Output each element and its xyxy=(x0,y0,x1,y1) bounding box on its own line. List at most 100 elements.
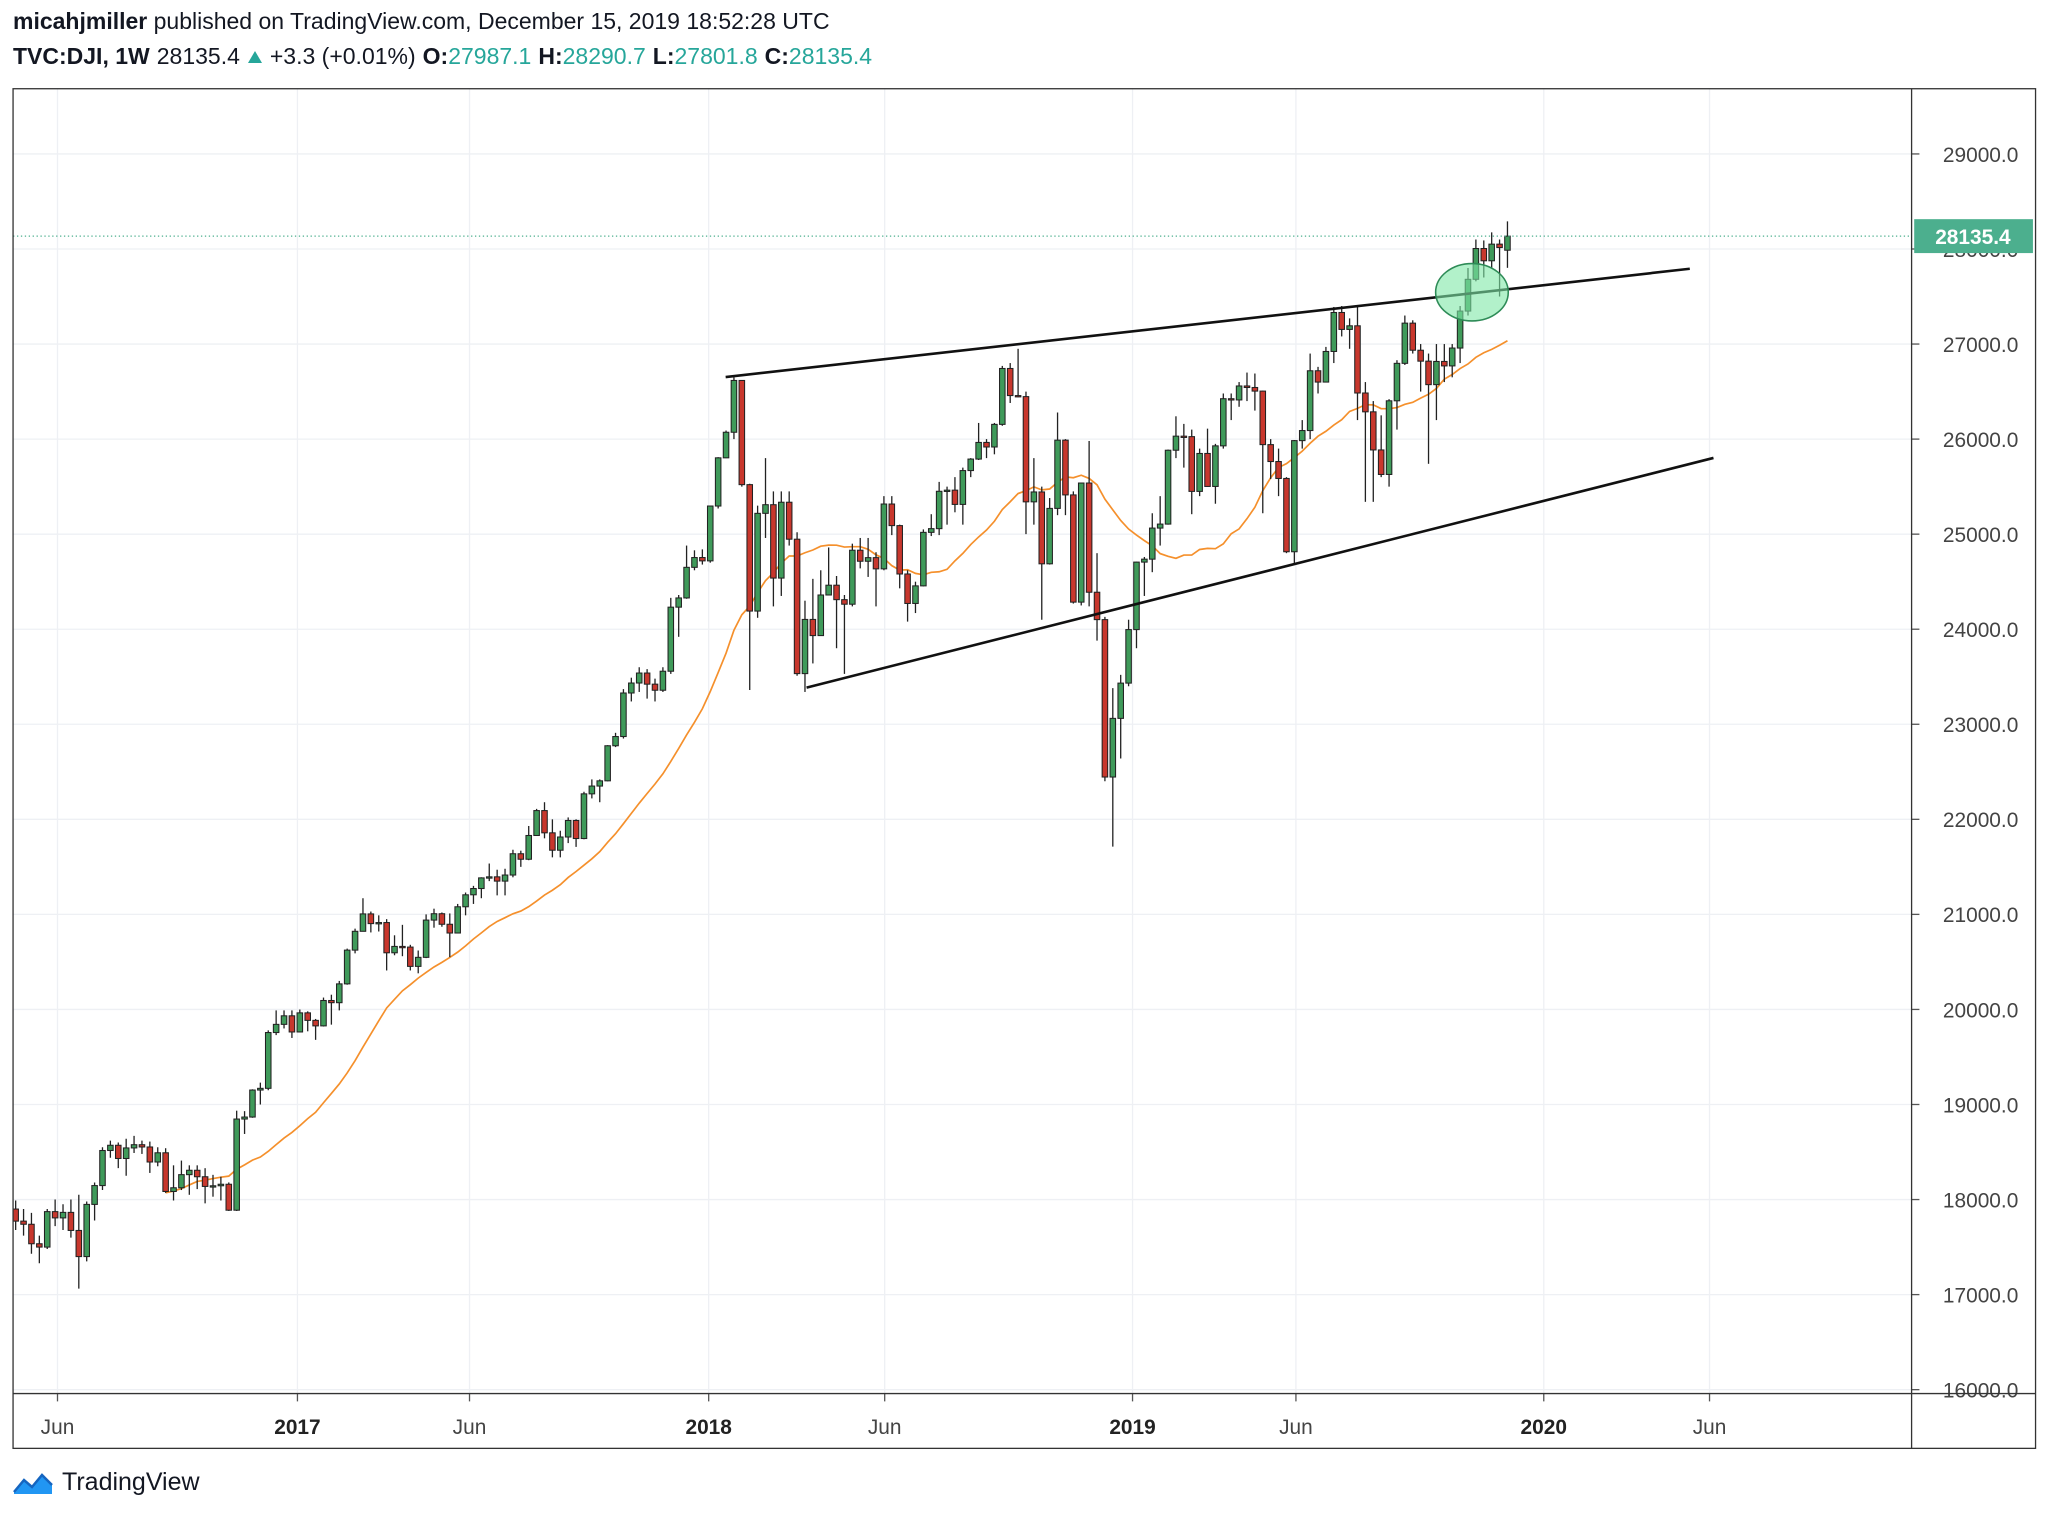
ohlc-value: 28135.4 xyxy=(788,43,873,69)
candle-body xyxy=(1488,243,1495,262)
candle-body xyxy=(170,1187,177,1192)
x-tick-label: Jun xyxy=(41,1416,75,1439)
candle-body xyxy=(999,367,1006,425)
price-label: 28135.4 xyxy=(1935,226,2011,249)
candle-body xyxy=(1504,235,1511,251)
candle-body xyxy=(1433,360,1440,386)
candle-body xyxy=(983,441,990,448)
candle-body xyxy=(675,597,682,608)
candle-body xyxy=(817,594,825,637)
candle-body xyxy=(1251,386,1259,392)
footer: TradingView xyxy=(12,1468,200,1497)
candle-body xyxy=(288,1015,296,1033)
candle-body xyxy=(257,1087,264,1091)
candle-body xyxy=(785,501,793,540)
axes: 16000.0 17000.0 18000.0 19000.0 20000.0 21000… xyxy=(12,88,2037,1450)
change: +3.3 (+0.01%) xyxy=(269,43,416,69)
x-tick-label: 2019 xyxy=(1109,1416,1155,1439)
candle-body xyxy=(778,501,785,579)
y-tick-label: 16000.0 xyxy=(1943,1379,2018,1402)
candle-body xyxy=(1243,385,1251,389)
candle-body xyxy=(478,877,485,890)
candle-body xyxy=(1298,430,1306,442)
candle-body xyxy=(328,999,335,1004)
candle-body xyxy=(154,1152,162,1163)
y-tick-label: 19000.0 xyxy=(1943,1094,2018,1117)
candle-body xyxy=(438,913,446,925)
candle-body xyxy=(209,1185,217,1188)
ohlc-item: L:27801.8 xyxy=(653,43,758,70)
ohlc: O:27987.1 H:28290.7 L:27801.8 C:28135.4 xyxy=(423,43,872,70)
y-tick-label: 25000.0 xyxy=(1943,524,2018,547)
candle-body xyxy=(927,528,935,533)
candle-body xyxy=(1322,350,1330,383)
candle-body xyxy=(935,490,943,530)
candle-body xyxy=(541,810,548,834)
candle-body xyxy=(320,999,327,1027)
candle-body xyxy=(1338,311,1345,330)
candle-body xyxy=(114,1144,122,1160)
candle-body xyxy=(691,557,698,568)
candle-body xyxy=(91,1185,98,1205)
candle-body xyxy=(162,1152,169,1192)
ohlc-label: H: xyxy=(538,43,563,69)
candle-body xyxy=(1362,392,1369,413)
candle-body xyxy=(1314,370,1322,383)
candle-body xyxy=(146,1146,154,1163)
candle-body xyxy=(1148,527,1156,560)
candle-body xyxy=(912,585,919,604)
candle-body xyxy=(359,913,367,932)
candle-body xyxy=(557,836,564,851)
candle-body xyxy=(280,1015,288,1025)
candle-body xyxy=(943,489,951,492)
ohlc-value: 27987.1 xyxy=(448,43,532,69)
price-label-box xyxy=(1914,219,2033,254)
candle-body xyxy=(967,458,975,472)
candle-body xyxy=(659,670,667,691)
candle-body xyxy=(1164,449,1172,525)
up-arrow xyxy=(247,50,262,63)
y-tick-label: 26000.0 xyxy=(1943,429,2018,452)
candle-body xyxy=(1346,325,1353,330)
x-tick-label: Jun xyxy=(1693,1416,1727,1439)
candle-body xyxy=(864,557,872,562)
candle-body xyxy=(225,1183,233,1211)
candle-body xyxy=(801,618,809,675)
candle-body xyxy=(1401,322,1409,364)
candle-body xyxy=(1220,398,1227,447)
candle-body xyxy=(138,1144,146,1148)
moving-average xyxy=(165,340,1508,1194)
candle-body xyxy=(1085,482,1093,593)
ohlc-item: O:27987.1 xyxy=(423,43,532,70)
y-tick-label: 24000.0 xyxy=(1943,619,2018,642)
candle-body xyxy=(746,484,754,612)
candle-body xyxy=(99,1149,106,1187)
candle-body xyxy=(1417,349,1424,362)
candle-body xyxy=(833,584,840,601)
candle-body xyxy=(1141,558,1148,563)
candle-body xyxy=(1172,435,1180,451)
candle-body xyxy=(67,1211,75,1231)
candle-body xyxy=(683,566,690,599)
candle-body xyxy=(485,876,493,879)
candle-body xyxy=(1275,461,1282,479)
candle-body xyxy=(351,930,359,951)
candle-body xyxy=(1062,439,1069,496)
candle-body xyxy=(604,745,611,782)
candle-body xyxy=(975,441,982,460)
candle-body xyxy=(699,557,706,562)
candle-body xyxy=(83,1203,90,1258)
candle-body xyxy=(628,682,635,694)
candle-body xyxy=(620,692,627,738)
y-tick-label: 27000.0 xyxy=(1943,334,2018,357)
y-tick-label: 21000.0 xyxy=(1943,904,2018,927)
x-tick-label: Jun xyxy=(453,1416,487,1439)
candle-body xyxy=(959,470,967,505)
candle-body xyxy=(1354,325,1361,394)
candle-body xyxy=(596,780,604,787)
candle-body xyxy=(1212,445,1219,487)
x-tick-label: 2017 xyxy=(274,1416,320,1439)
candle-body xyxy=(454,906,461,934)
